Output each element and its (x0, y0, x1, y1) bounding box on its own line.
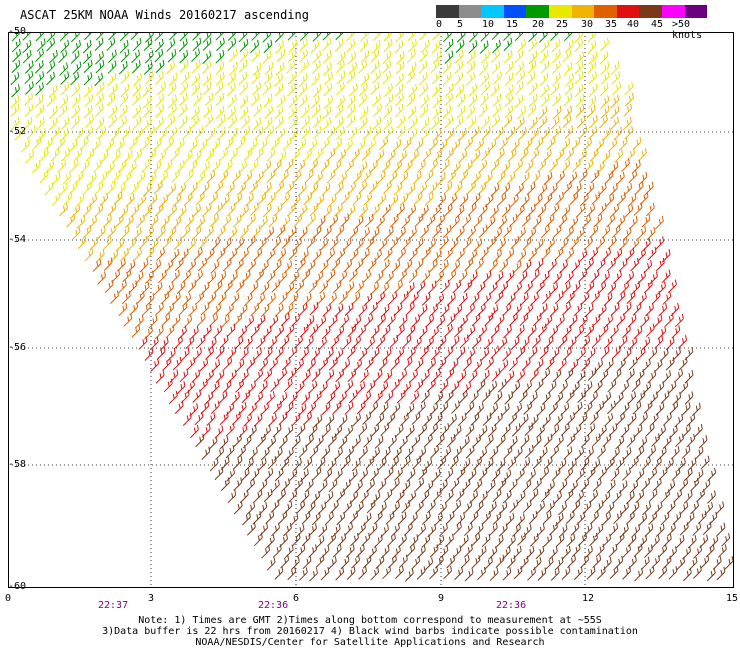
scale-label: 15 (506, 19, 519, 30)
time-label: 22:36 (496, 600, 527, 611)
color-scale-bar (436, 5, 708, 18)
note-line-2: 3)Data buffer is 22 hrs from 20160217 4)… (102, 626, 638, 637)
scale-swatch (548, 5, 572, 18)
latitude-tick-label: -60 (8, 581, 27, 592)
scale-swatch (616, 5, 640, 18)
scale-swatch (503, 5, 527, 18)
latitude-tick-label: -52 (8, 126, 27, 137)
longitude-tick-label: 0 (5, 593, 12, 604)
scale-label: 40 (627, 19, 640, 30)
scale-swatch (639, 5, 662, 18)
wind-barbs (10, 32, 734, 582)
scale-label: >50 knots (672, 19, 703, 41)
scale-swatch (661, 5, 685, 18)
scale-swatch (684, 5, 708, 18)
color-scale-labels: 0 5 10 15 20 25 30 35 40 45 >50 knots (436, 18, 707, 41)
note-line-3: NOAA/NESDIS/Center for Satellite Applica… (195, 637, 545, 648)
longitude-tick-label: 6 (293, 593, 300, 604)
latitude-tick-label: -58 (8, 459, 27, 470)
map-border (8, 32, 734, 588)
time-label: 22:37 (98, 600, 129, 611)
longitude-tick-label: 15 (726, 593, 739, 604)
scale-label: 25 (556, 19, 569, 30)
scale-swatch (458, 5, 482, 18)
scale-swatch (436, 5, 459, 18)
scale-swatch (526, 5, 549, 18)
latitude-tick-label: -50 (8, 26, 27, 37)
note-line-1: Note: 1) Times are GMT 2)Times along bot… (138, 615, 602, 626)
longitude-tick-label: 3 (148, 593, 155, 604)
scale-swatch (571, 5, 595, 18)
scale-swatch (481, 5, 504, 18)
scale-label: 45 (651, 19, 664, 30)
scale-label: 30 (581, 19, 594, 30)
latitude-tick-label: -56 (8, 342, 27, 353)
wind-speed-color-scale: 0 5 10 15 20 25 30 35 40 45 >50 knots (436, 5, 708, 41)
longitude-tick-label: 12 (582, 593, 595, 604)
scale-label: 10 (482, 19, 495, 30)
scale-label: 35 (605, 19, 618, 30)
latitude-tick-label: -54 (8, 234, 27, 245)
wind-barb-map (8, 32, 734, 588)
scale-label: 20 (532, 19, 545, 30)
scale-label: 0 (436, 19, 443, 30)
time-label: 22:36 (258, 600, 289, 611)
scale-label: 5 (457, 19, 464, 30)
footnotes: Note: 1) Times are GMT 2)Times along bot… (0, 615, 740, 648)
scale-swatch (594, 5, 617, 18)
map-title: ASCAT 25KM NOAA Winds 20160217 ascending (20, 8, 309, 22)
longitude-tick-label: 9 (438, 593, 445, 604)
